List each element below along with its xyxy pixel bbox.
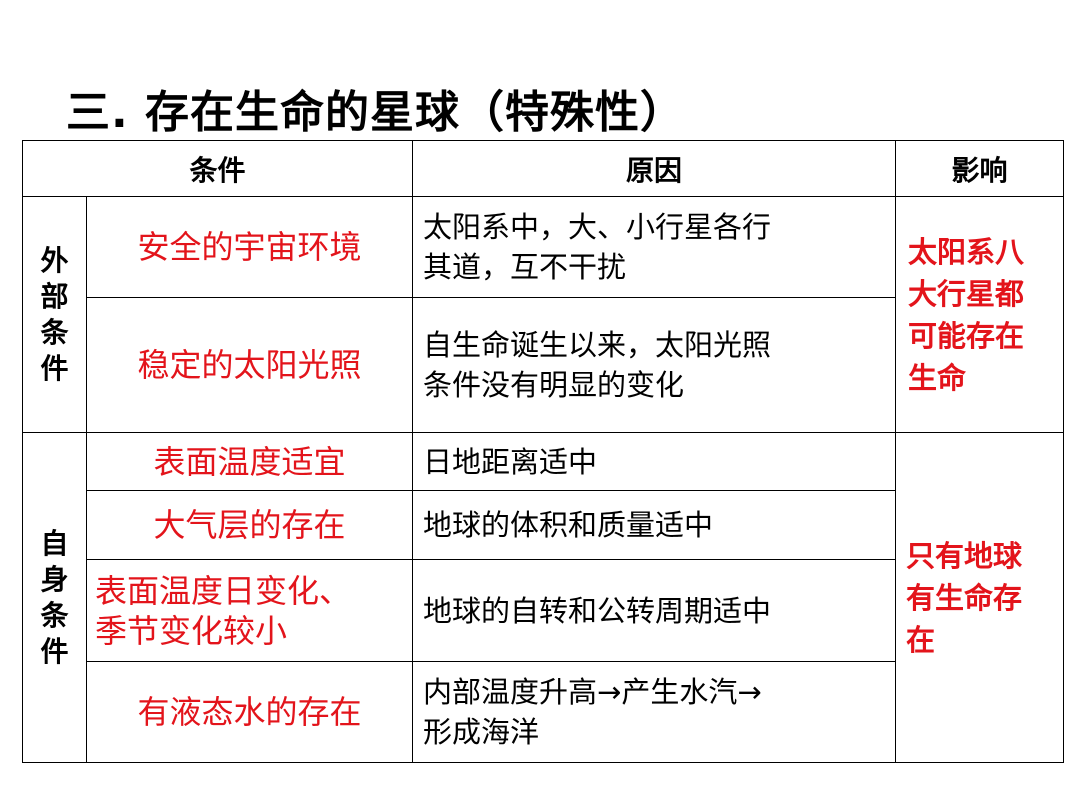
- impact-external: 太阳系八 大行星都 可能存在 生命: [895, 196, 1065, 433]
- impact-internal: 只有地球 有生命存 在: [895, 432, 1065, 763]
- reason-cell: 地球的自转和公转周期适中: [412, 559, 897, 662]
- table-row: 自 身 条 件 表面温度适宜 日地距离适中 只有地球 有生命存 在: [22, 432, 1065, 763]
- condition-cell: 安全的宇宙环境: [85, 196, 414, 298]
- reason-cell: 自生命诞生以来，太阳光照 条件没有明显的变化: [412, 297, 897, 433]
- header-condition: 条件: [21, 140, 414, 197]
- condition-cell: 表面温度适宜: [85, 432, 414, 491]
- reason-cell: 内部温度升高→产生水汽→ 形成海洋: [412, 661, 897, 763]
- condition-cell: 大气层的存在: [85, 490, 414, 560]
- table-row: 稳定的太阳光照 自生命诞生以来，太阳光照 条件没有明显的变化: [23, 297, 1064, 433]
- condition-cell: 稳定的太阳光照: [85, 297, 414, 433]
- page-title: 三. 存在生命的星球（特殊性）: [66, 87, 686, 138]
- header-reason: 原因: [412, 140, 897, 197]
- table-row: 有液态水的存在 内部温度升高→产生水汽→ 形成海洋: [23, 661, 1064, 763]
- header-impact: 影响: [895, 140, 1065, 197]
- table-row: 外 部 条 件 安全的宇宙环境 太阳系中，大、小行星各行 其道，互不干扰 太阳系…: [22, 196, 1065, 433]
- group-label-external: 外 部 条 件: [22, 196, 87, 433]
- condition-cell: 有液态水的存在: [85, 661, 414, 763]
- conditions-table: 条件 原因 影响 外 部 条 件 安全的宇宙环境 太阳系中，大、小行星各行 其道…: [21, 140, 1065, 763]
- table-header-row: 条件 原因 影响: [21, 140, 1065, 197]
- group-label-internal: 自 身 条 件: [22, 432, 87, 763]
- condition-cell: 表面温度日变化、 季节变化较小: [85, 559, 414, 662]
- table-row: 表面温度日变化、 季节变化较小 地球的自转和公转周期适中: [23, 559, 1064, 662]
- reason-cell: 地球的体积和质量适中: [412, 490, 897, 560]
- reason-cell: 太阳系中，大、小行星各行 其道，互不干扰: [412, 196, 897, 298]
- reason-cell: 日地距离适中: [412, 432, 897, 491]
- table-row: 大气层的存在 地球的体积和质量适中: [23, 490, 1064, 560]
